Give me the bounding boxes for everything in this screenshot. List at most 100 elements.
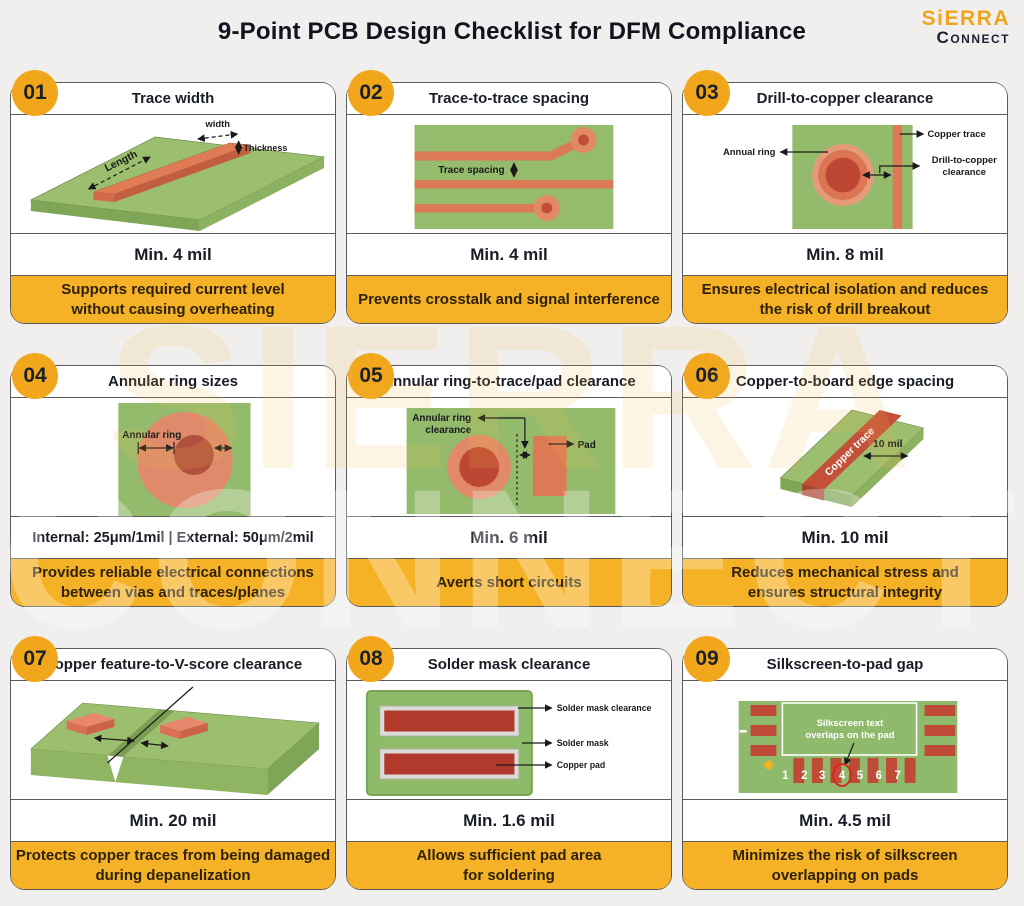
copper-trace-bottom	[414, 204, 542, 213]
benefit-line: Averts short circuits	[436, 573, 582, 591]
brand-logo-connect: Connect	[936, 28, 1010, 48]
copper-trace-label: Copper trace	[927, 129, 985, 140]
card-benefit: Averts short circuits	[347, 558, 671, 606]
silkscreen-note-line2: overlaps on the pad	[805, 730, 894, 741]
pad-label: Pad	[578, 440, 596, 451]
benefit-line: without causing overheating	[71, 300, 275, 318]
min-value: Min. 8 mil	[683, 233, 1007, 275]
bottom-pads	[793, 758, 916, 783]
card-trace-width: 01 Trace width width	[10, 70, 336, 324]
overlap-pointer-arrow	[844, 742, 855, 766]
card-title: Silkscreen-to-pad gap	[683, 649, 1007, 681]
min-value: Min. 6 mil	[347, 516, 671, 558]
copper-trace-middle	[414, 180, 614, 189]
ten-mil-label: 10 mil	[873, 439, 903, 450]
checklist-grid: 01 Trace width width	[0, 70, 1024, 890]
benefit-line: Prevents crosstalk and signal interferen…	[358, 290, 660, 308]
ring-clearance-diagram: Annular ring clearance Pad	[406, 408, 616, 514]
copper-pad-label: Copper pad	[557, 760, 606, 770]
min-value: Min. 4.5 mil	[683, 799, 1007, 841]
drill-hole	[459, 447, 500, 487]
pin-number: 7	[894, 770, 900, 782]
width-label: width	[204, 119, 230, 130]
min-value: Min. 1.6 mil	[347, 799, 671, 841]
card-number-badge: 06	[684, 353, 730, 399]
copper-pad-right-3d	[160, 717, 208, 739]
pcb-board	[406, 408, 616, 514]
card-number-badge: 02	[348, 70, 394, 116]
card-silkscreen-to-pad-gap: 09 Silkscreen-to-pad gap	[682, 636, 1008, 890]
v-score-illustration	[11, 681, 335, 799]
length-arrow	[87, 156, 151, 190]
card-benefit: Supports required current level without …	[11, 275, 335, 323]
pin-number: 3	[819, 770, 825, 782]
benefit-line: Reduces mechanical stress and	[731, 564, 959, 582]
benefit-line: Allows sufficient pad area	[416, 847, 602, 865]
pad-with-clearance-bottom	[379, 748, 520, 780]
clearance-arrow-right	[140, 739, 169, 750]
annual-ring-label: Annual ring	[723, 147, 776, 158]
card-number-badge: 01	[12, 70, 58, 116]
pin-number: 2	[801, 770, 807, 782]
pin1-dot	[764, 760, 773, 770]
drill-hole	[825, 157, 861, 193]
card-copper-to-board-edge: 06 Copper-to-board edge spacing Copper t…	[682, 353, 1008, 607]
page-title: 9-Point PCB Design Checklist for DFM Com…	[217, 18, 807, 45]
thickness-label: Thickness	[244, 143, 288, 153]
annular-ring-diagram: Annular ring	[118, 403, 251, 516]
side-pads	[750, 705, 956, 756]
trace-spacing-illustration: Trace spacing	[347, 115, 671, 233]
error-highlight-circle	[832, 763, 852, 787]
trace-width-illustration: width Thickness Length	[11, 115, 335, 233]
copper-trace-strip	[802, 410, 902, 501]
min-value: Min. 4 mil	[347, 233, 671, 275]
solder-mask-label: Solder mask	[557, 738, 609, 748]
trace-spacing-label: Trace spacing	[438, 165, 504, 176]
benefit-line: overlapping on pads	[771, 866, 919, 884]
card-number-badge: 05	[348, 353, 394, 399]
annular-ring-label: Annular ring	[122, 430, 181, 441]
copper-trace-top	[414, 136, 584, 161]
clearance-label: clearance	[942, 167, 986, 178]
via-hole	[541, 202, 553, 214]
pin-number: 5	[857, 770, 864, 782]
copper-pad-left-3d	[66, 713, 115, 735]
card-title: Copper feature-to-V-score clearance	[11, 649, 335, 681]
drill-clearance-illustration: Annual ring Copper trace Drill-to-copper…	[683, 115, 1007, 233]
brand-logo: SiERRA Connect	[921, 7, 1010, 48]
card-number-badge: 07	[12, 636, 58, 682]
card-solder-mask-clearance: 08 Solder mask clearance Solder mask cle…	[346, 636, 672, 890]
v-score-diagram	[30, 686, 320, 795]
min-value: Min. 20 mil	[11, 799, 335, 841]
clearance-label: Drill-to-copper	[932, 155, 997, 166]
card-title: Trace width	[11, 83, 335, 115]
card-benefit: Prevents crosstalk and signal interferen…	[347, 275, 671, 323]
card-number-badge: 09	[684, 636, 730, 682]
pin-number-highlighted: 4	[839, 770, 846, 782]
card-drill-to-copper-clearance: 03 Drill-to-copper clearance Annual ring…	[682, 70, 1008, 324]
solder-mask-diagram: Solder mask clearance Solder mask Copper…	[365, 690, 652, 796]
benefit-line: Protects copper traces from being damage…	[15, 847, 331, 865]
copper-trace	[892, 125, 903, 229]
card-benefit: Allows sufficient pad area for soldering	[347, 841, 671, 889]
card-benefit: Reduces mechanical stress and ensures st…	[683, 558, 1007, 606]
min-value: Min. 4 mil	[11, 233, 335, 275]
benefit-line: during depanelization	[95, 866, 251, 884]
pcb-panel-3d	[30, 702, 320, 795]
v-notch	[107, 755, 124, 782]
pin-numbers: 1 2 3 4 5 6 7	[782, 770, 901, 782]
benefit-line: ensures structural integrity	[747, 583, 943, 601]
card-benefit: Ensures electrical isolation and reduces…	[683, 275, 1007, 323]
silkscreen-dash	[739, 730, 747, 733]
card-trace-to-trace-spacing: 02 Trace-to-trace spacing Trace spacing …	[346, 70, 672, 324]
benefit-line: between vias and traces/planes	[60, 583, 286, 601]
copper-pad	[532, 436, 567, 496]
card-title: Solder mask clearance	[347, 649, 671, 681]
trace-spacing-diagram: Trace spacing	[414, 125, 614, 229]
card-benefit: Provides reliable electrical connections…	[11, 558, 335, 606]
card-benefit: Protects copper traces from being damage…	[11, 841, 335, 889]
min-value: Internal: 25μm/1mil | External: 50μm/2mi…	[11, 516, 335, 558]
silkscreen-note-line1: Silkscreen text	[817, 718, 884, 729]
brand-logo-sierra: SiERRA	[921, 7, 1010, 30]
